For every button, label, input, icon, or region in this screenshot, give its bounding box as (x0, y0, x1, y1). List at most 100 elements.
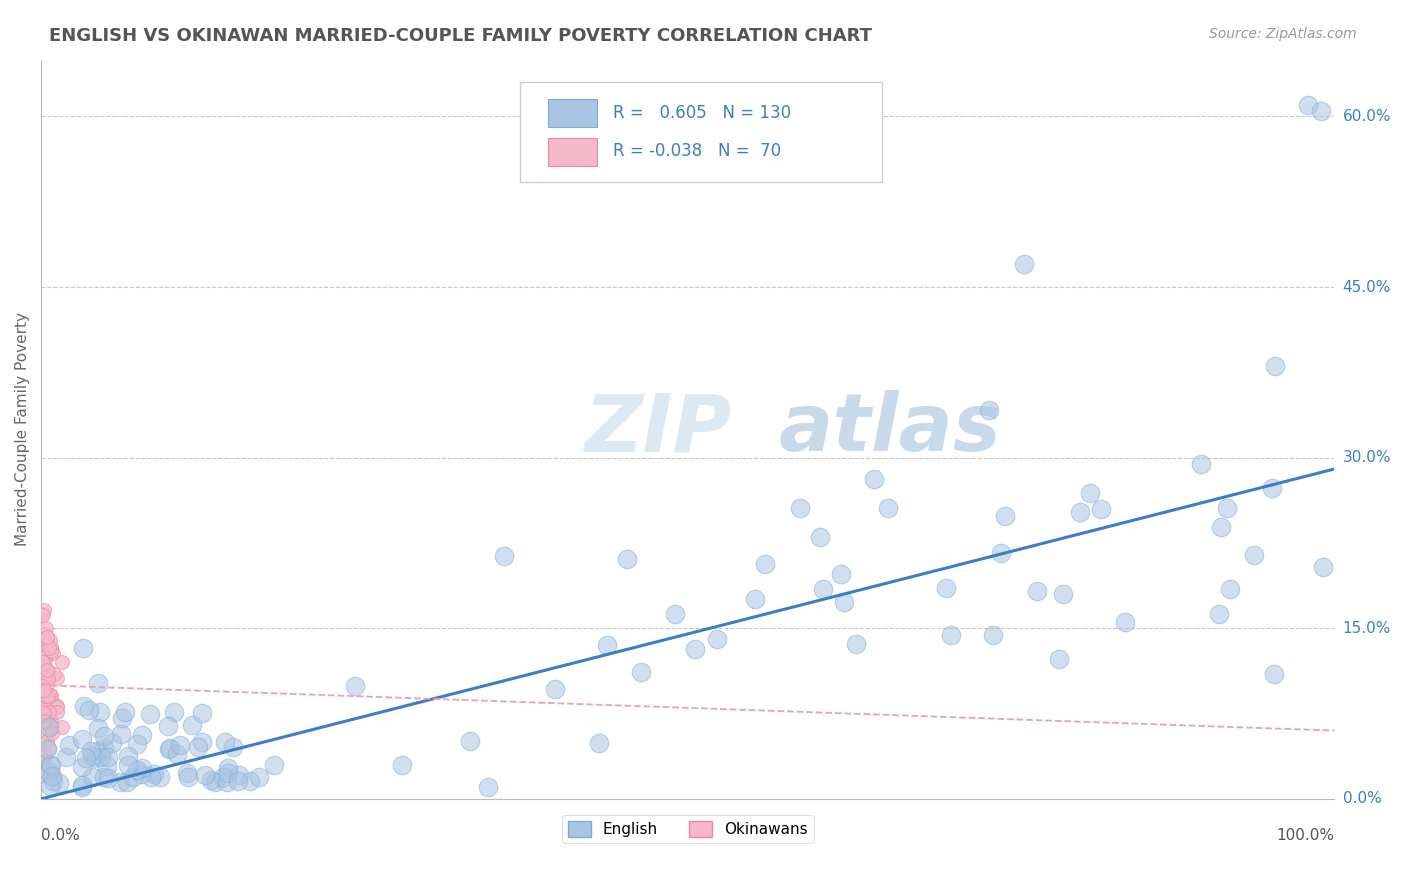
Point (84, 751, 107, 765)
Point (89, 705, 111, 719)
FancyBboxPatch shape (520, 82, 882, 182)
Point (391, 757, 413, 772)
Point (616, 552, 638, 566)
Point (41, 758, 63, 772)
Point (42, 646, 65, 660)
Point (42, 774, 65, 789)
Point (87, 721, 110, 735)
Point (111, 711, 134, 725)
Point (42, 667, 65, 681)
Point (221, 739, 243, 754)
Point (32, 674, 55, 689)
Point (200, 772, 222, 787)
Point (544, 681, 567, 696)
Point (981, 628, 1004, 642)
Point (39, 721, 62, 735)
Point (877, 501, 900, 516)
Point (744, 592, 766, 607)
Point (1310, 103, 1333, 118)
Point (70, 759, 93, 773)
Point (754, 558, 776, 572)
Point (163, 706, 186, 720)
Point (181, 718, 204, 732)
Point (51, 720, 73, 734)
Point (1298, 98, 1320, 112)
Point (494, 549, 516, 564)
Point (789, 501, 811, 516)
Point (37, 664, 59, 678)
Point (114, 705, 136, 719)
Point (101, 736, 124, 750)
Point (38, 632, 60, 647)
Point (38, 757, 60, 772)
Point (343, 679, 366, 693)
Point (37, 630, 59, 644)
Point (1026, 583, 1049, 598)
Point (664, 607, 686, 621)
Point (37, 669, 59, 683)
Point (166, 747, 188, 762)
Point (32, 666, 55, 681)
Point (1264, 359, 1286, 373)
Point (935, 581, 957, 595)
Point (477, 780, 499, 795)
Point (31, 680, 53, 694)
Point (45, 705, 67, 719)
Point (129, 767, 152, 781)
Point (58, 738, 80, 752)
Point (79, 703, 101, 717)
Point (1216, 501, 1239, 516)
Point (89, 750, 111, 764)
Point (191, 735, 214, 749)
Point (37, 630, 59, 644)
Point (125, 737, 148, 751)
Point (38, 765, 60, 780)
Point (32, 670, 55, 684)
Point (31, 662, 53, 676)
Point (80, 749, 103, 764)
Point (1243, 549, 1265, 563)
Point (706, 632, 728, 646)
Point (38, 640, 60, 655)
Point (39, 643, 62, 657)
Point (37, 673, 59, 687)
Point (110, 775, 132, 789)
Point (169, 738, 191, 752)
Point (39, 640, 62, 655)
Point (215, 775, 238, 789)
Point (117, 749, 139, 764)
Text: ZIP: ZIP (585, 390, 731, 468)
Text: 15.0%: 15.0% (1343, 621, 1391, 636)
Point (263, 758, 285, 772)
Point (35, 693, 58, 707)
Point (80, 744, 103, 758)
Text: 45.0%: 45.0% (1343, 279, 1391, 294)
Point (131, 761, 153, 775)
Point (41, 767, 63, 781)
Point (97, 750, 120, 764)
Point (39, 688, 62, 702)
Point (588, 736, 610, 750)
Point (93, 730, 115, 744)
Point (34, 748, 56, 763)
Point (176, 771, 198, 785)
Point (35, 697, 58, 711)
Point (35, 663, 58, 677)
Point (41, 769, 63, 783)
Point (149, 770, 172, 784)
Point (187, 739, 209, 754)
Point (217, 766, 239, 780)
Point (51, 655, 73, 669)
Text: 0.0%: 0.0% (1343, 791, 1381, 806)
Point (34, 673, 56, 687)
Point (863, 472, 886, 486)
Point (630, 665, 652, 679)
Point (70, 778, 93, 792)
Point (70, 780, 93, 794)
Point (1047, 652, 1070, 666)
Point (35, 665, 58, 679)
Point (35, 726, 58, 740)
Point (34, 706, 56, 720)
Point (239, 774, 262, 789)
Point (55, 750, 77, 764)
